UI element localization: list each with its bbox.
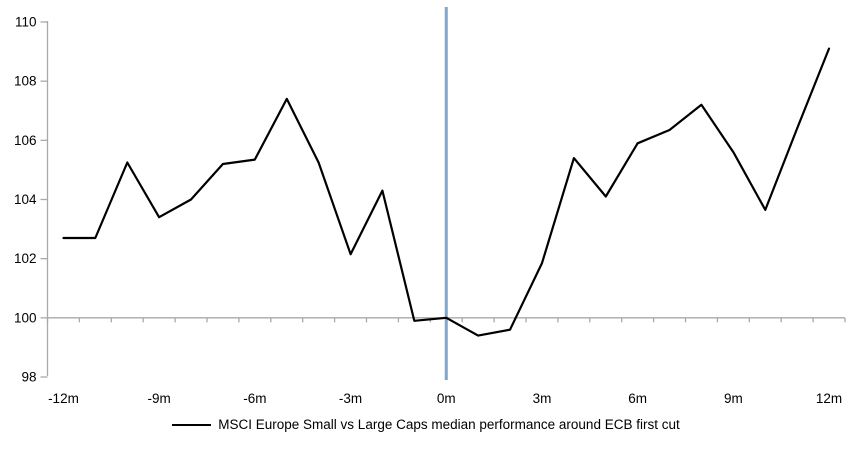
legend-series-label: MSCI Europe Small vs Large Caps median p… — [218, 417, 680, 432]
y-axis-label: 100 — [14, 310, 37, 325]
y-axis-label: 110 — [15, 15, 37, 30]
x-axis-label: 9m — [724, 391, 743, 406]
y-axis-label: 98 — [21, 370, 36, 385]
y-axis-label: 102 — [14, 251, 37, 266]
series-line — [62, 47, 831, 337]
x-axis-label: -6m — [243, 391, 266, 406]
plot-area: 98 100 102 104 106 108 110 -12m -9m -6m -3m 0m 3m 6m 9… — [14, 7, 846, 406]
legend: MSCI Europe Small vs Large Caps median p… — [0, 417, 852, 432]
legend-line-sample — [172, 423, 212, 426]
y-axis-label: 108 — [14, 74, 37, 89]
x-axis-label: 12m — [816, 391, 842, 406]
x-axis-label: -9m — [148, 391, 171, 406]
y-axis-label: 104 — [14, 192, 37, 207]
x-axis-label: 0m — [437, 391, 456, 406]
x-axis-label: 6m — [628, 391, 647, 406]
x-axis-label: -3m — [339, 391, 362, 406]
x-axis-label: -12m — [48, 391, 79, 406]
x-axis-label: 3m — [533, 391, 552, 406]
y-axis-label: 106 — [14, 133, 37, 148]
